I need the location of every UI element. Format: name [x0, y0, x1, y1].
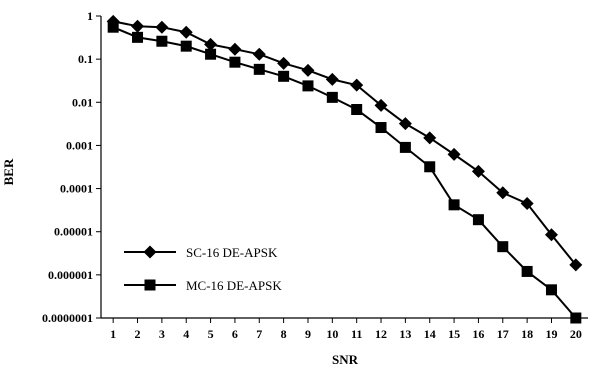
x-tick-label: 18 — [521, 327, 533, 341]
series-line — [112, 20, 577, 266]
x-tick-label: 19 — [545, 327, 557, 341]
y-tick-label: 0.0001 — [60, 182, 93, 196]
x-tick-label: 10 — [326, 327, 338, 341]
data-point — [423, 131, 437, 145]
data-point — [496, 186, 510, 200]
x-tick-label: 1 — [110, 327, 116, 341]
x-tick-label: 9 — [305, 327, 311, 341]
legend-marker — [143, 245, 157, 259]
x-tick-label: 7 — [256, 327, 262, 341]
data-point — [229, 56, 241, 68]
data-point — [132, 31, 144, 43]
data-point — [205, 48, 217, 60]
x-tick-label: 13 — [399, 327, 411, 341]
x-tick-label: 14 — [424, 327, 436, 341]
x-tick-label: 17 — [497, 327, 509, 341]
x-axis-label: SNR — [332, 352, 359, 367]
data-point — [471, 164, 485, 178]
x-tick-label: 3 — [159, 327, 165, 341]
series-line — [112, 26, 577, 319]
data-point — [301, 63, 315, 77]
data-point — [448, 199, 460, 211]
legend-label: MC-16 DE-APSK — [186, 278, 282, 293]
legend-label: SC-16 DE-APSK — [186, 245, 278, 260]
x-tick-label: 20 — [570, 327, 582, 341]
data-point — [156, 35, 168, 47]
legend-item-1: SC-16 DE-APSK — [124, 245, 278, 260]
data-point — [326, 91, 338, 103]
data-point — [375, 122, 387, 134]
data-point — [228, 42, 242, 56]
y-tick-label: 1 — [87, 9, 93, 23]
data-point — [520, 197, 534, 211]
y-tick-label: 0.0000001 — [42, 311, 93, 325]
y-tick-label: 0.00001 — [54, 225, 93, 239]
data-point — [204, 37, 218, 51]
data-point — [472, 214, 484, 226]
data-point — [424, 161, 436, 173]
data-point — [350, 78, 364, 92]
data-point — [325, 72, 339, 86]
data-point — [107, 21, 119, 33]
x-tick-label: 5 — [208, 327, 214, 341]
data-point — [521, 265, 533, 277]
x-tick-label: 8 — [281, 327, 287, 341]
data-point — [570, 312, 582, 324]
data-point — [252, 47, 266, 61]
data-point — [569, 258, 583, 272]
x-tick-label: 11 — [351, 327, 362, 341]
legend-marker — [144, 279, 156, 291]
x-tick-label: 6 — [232, 327, 238, 341]
ticks: 1 0.1 0.01 0.001 0.0001 0.00001 0.000001 0.0000… — [42, 9, 582, 341]
data-point — [497, 241, 509, 253]
data-point — [545, 284, 557, 296]
y-tick-label: 0.001 — [66, 138, 93, 152]
data-point — [302, 80, 314, 92]
data-point — [351, 104, 363, 116]
series-1 — [106, 14, 583, 272]
data-point — [398, 117, 412, 131]
legend-item-2: MC-16 DE-APSK — [124, 278, 282, 293]
data-point — [253, 63, 265, 75]
data-point — [544, 228, 558, 242]
x-tick-label: 16 — [472, 327, 484, 341]
data-point — [155, 20, 169, 34]
axes — [100, 16, 588, 319]
data-point — [374, 98, 388, 112]
data-point — [277, 56, 291, 70]
data-point — [278, 70, 290, 82]
y-tick-label: 0.000001 — [48, 268, 93, 282]
x-tick-label: 15 — [448, 327, 460, 341]
series-2 — [107, 21, 582, 324]
data-point — [399, 141, 411, 153]
data-point — [447, 147, 461, 161]
data-point — [179, 25, 193, 39]
series-layer — [106, 14, 583, 324]
legend: SC-16 DE-APSK MC-16 DE-APSK — [124, 245, 282, 293]
y-tick-label: 0.01 — [72, 95, 93, 109]
x-tick-label: 2 — [135, 327, 141, 341]
y-tick-label: 0.1 — [78, 52, 93, 66]
y-axis-label: BER — [1, 158, 16, 185]
x-tick-label: 4 — [183, 327, 189, 341]
data-point — [180, 40, 192, 52]
x-tick-label: 12 — [375, 327, 387, 341]
data-point — [131, 19, 145, 33]
